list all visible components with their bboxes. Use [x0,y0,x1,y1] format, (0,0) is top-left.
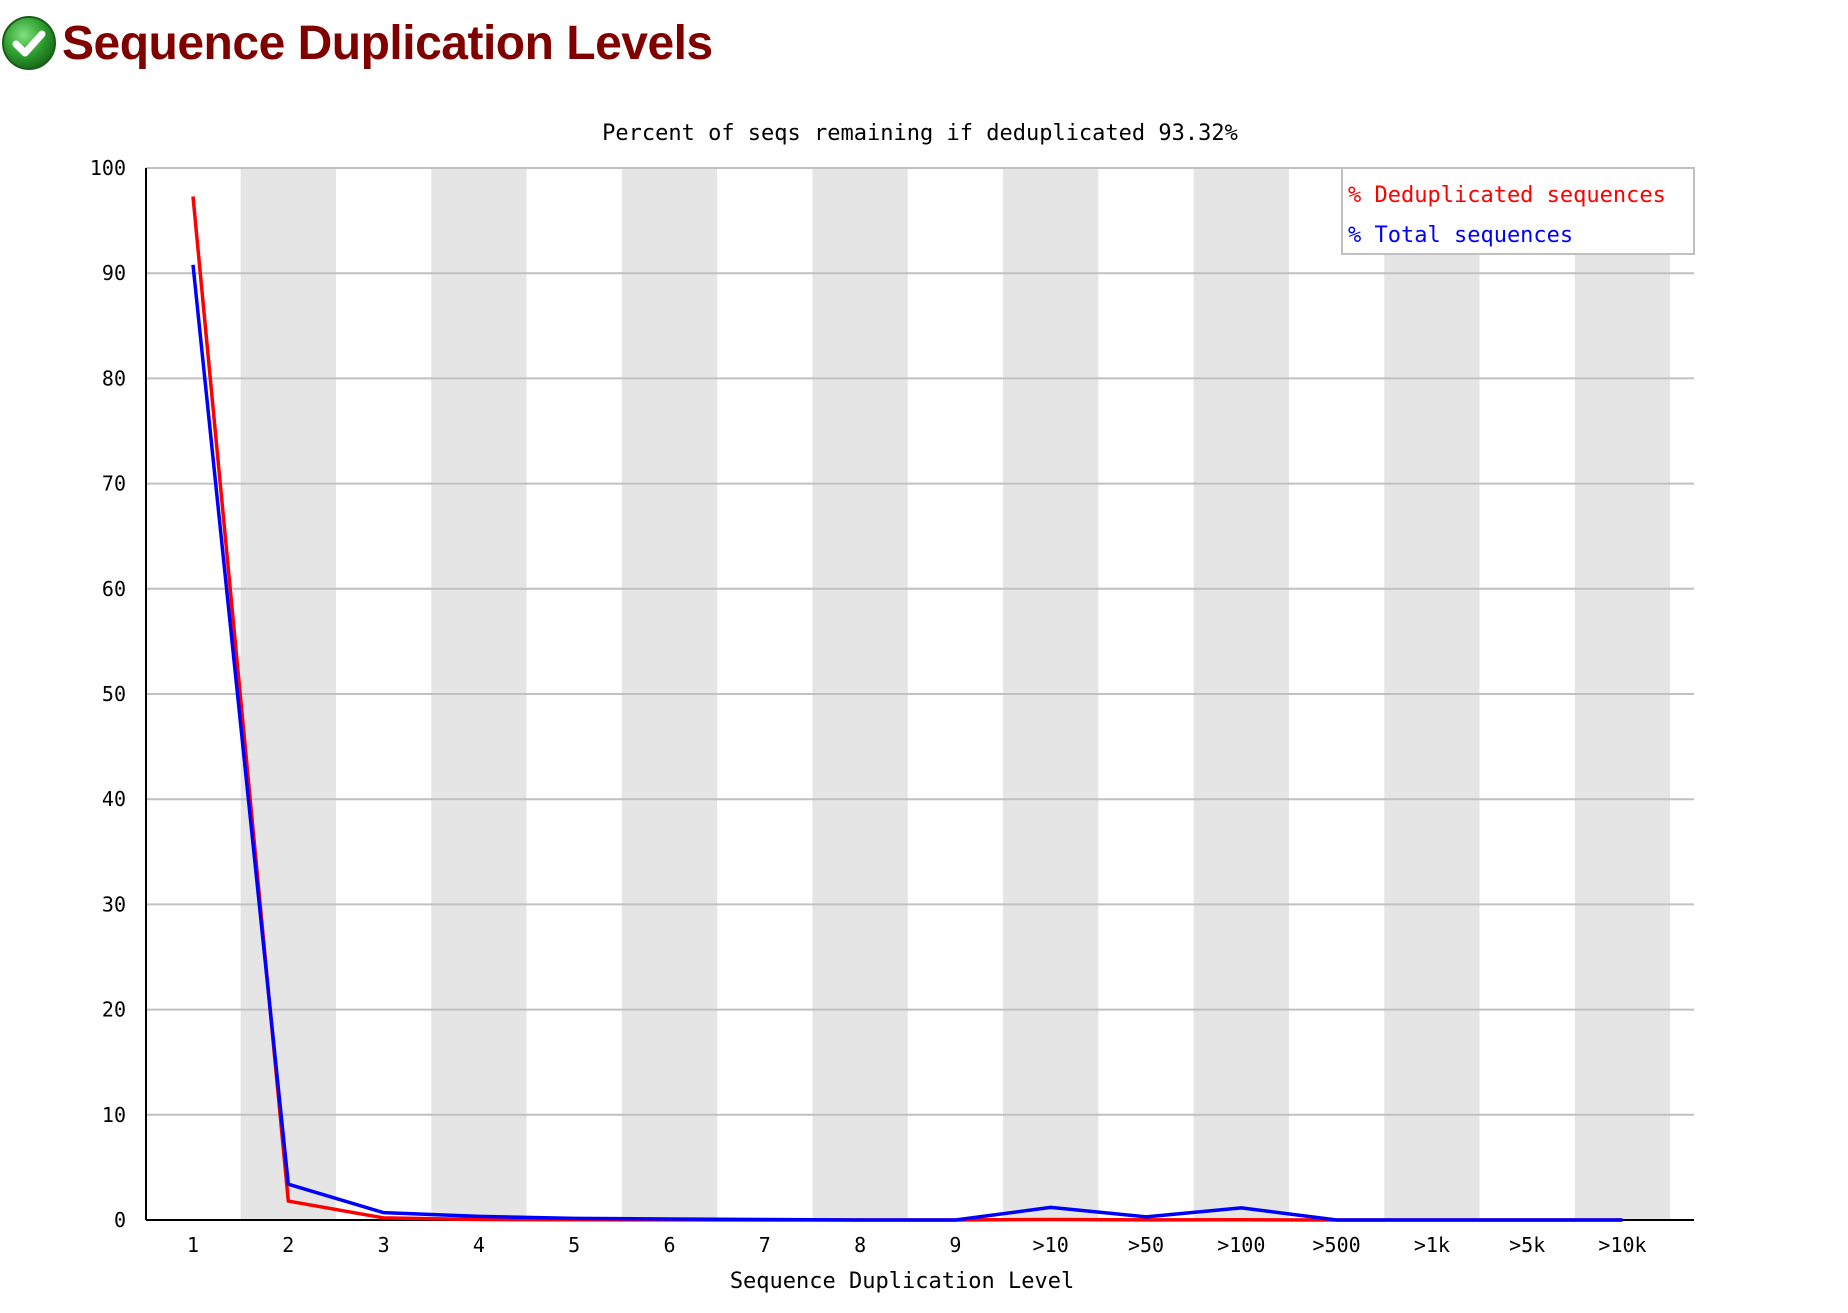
chart-container: 0 10 20 30 40 50 60 70 80 90 100 1 2 3 4 5 6 7 8 9 >10 >50 >1… [0,110,1848,1308]
y-tick-labels: 0 10 20 30 40 50 60 70 80 90 100 [90,156,126,1232]
chart-grid [146,167,1694,1116]
x-tick-label: 9 [949,1233,961,1257]
header: Sequence Duplication Levels [0,8,713,78]
y-tick-label: 20 [102,998,126,1022]
page-title: Sequence Duplication Levels [62,16,713,70]
x-tick-label: >1k [1414,1233,1450,1257]
x-tick-label: 4 [473,1233,485,1257]
x-tick-label: 6 [663,1233,675,1257]
y-tick-label: 60 [102,577,126,601]
series-line-1 [191,264,1623,1222]
y-tick-label: 100 [90,156,126,180]
x-tick-label: >10 [1033,1233,1069,1257]
y-tick-label: 70 [102,472,126,496]
x-tick-label: 2 [282,1233,294,1257]
duplication-line-chart: 0 10 20 30 40 50 60 70 80 90 100 1 2 3 4 5 6 7 8 9 >10 >50 >1… [90,121,1695,1294]
legend-entry: % Deduplicated sequences [1348,183,1666,208]
x-tick-label: 8 [854,1233,866,1257]
x-tick-label: >500 [1313,1233,1361,1257]
x-tick-label: 7 [759,1233,771,1257]
x-tick-label: >5k [1509,1233,1545,1257]
legend-entry: % Total sequences [1348,223,1573,248]
y-tick-label: 90 [102,261,126,285]
check-circle-icon [2,16,56,70]
legend-box [1341,167,1695,255]
x-tick-label: 3 [378,1233,390,1257]
x-tick-label: >100 [1217,1233,1265,1257]
y-tick-label: 30 [102,892,126,916]
x-axis-label: Sequence Duplication Level [730,1269,1074,1294]
x-tick-label: >50 [1128,1233,1164,1257]
x-tick-labels: 1 2 3 4 5 6 7 8 9 >10 >50 >100 >500 >1k >5k >10k [187,1233,1647,1257]
y-tick-label: 0 [114,1208,126,1232]
y-tick-label: 40 [102,787,126,811]
y-tick-label: 10 [102,1103,126,1127]
x-tick-label: >10k [1598,1233,1646,1257]
x-tick-label: 1 [187,1233,199,1257]
chart-title: Percent of seqs remaining if deduplicate… [602,121,1238,146]
y-tick-label: 80 [102,366,126,390]
chart-series [191,196,1623,1222]
y-tick-label: 50 [102,682,126,706]
chart-legend: % Deduplicated sequences % Total sequence… [1341,167,1695,255]
x-tick-label: 5 [568,1233,580,1257]
